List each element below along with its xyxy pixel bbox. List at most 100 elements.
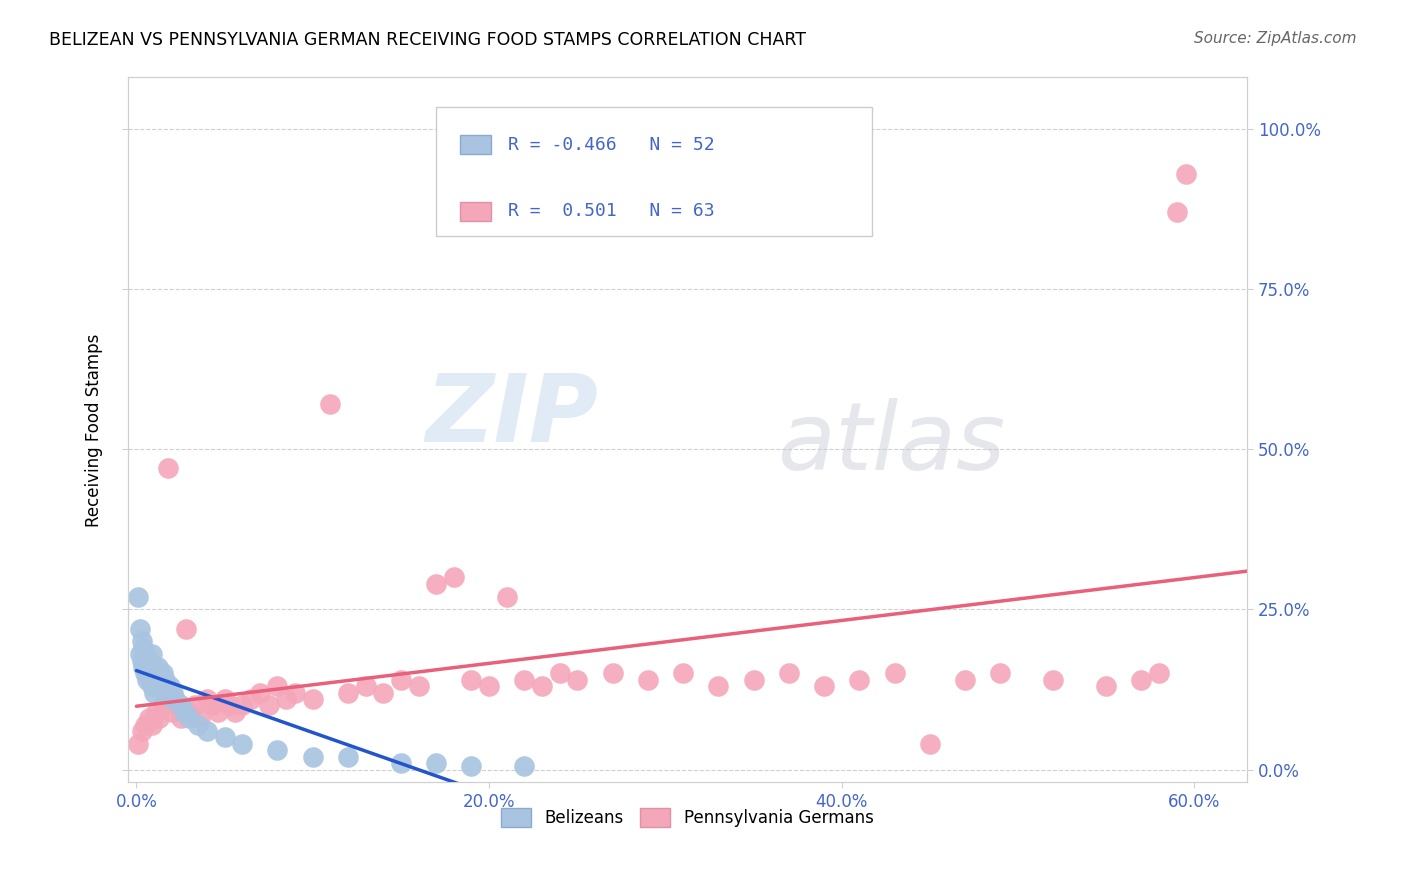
Point: [257, 698, 280, 713]
Point: [143, 685, 166, 699]
Point: [152, 679, 174, 693]
Point: [266, 679, 288, 693]
Point: [129, 647, 152, 661]
Point: [136, 673, 159, 687]
Point: [129, 622, 152, 636]
Point: [301, 692, 323, 706]
Point: [231, 737, 253, 751]
Point: [214, 692, 236, 706]
Point: [224, 705, 246, 719]
Point: [145, 705, 167, 719]
Point: [152, 666, 174, 681]
Point: [173, 705, 195, 719]
Point: [425, 576, 447, 591]
Point: [143, 660, 166, 674]
Point: [162, 685, 184, 699]
Point: [408, 679, 430, 693]
Point: [460, 673, 482, 687]
Point: [478, 679, 501, 693]
Point: [1147, 666, 1170, 681]
Point: [139, 673, 162, 687]
Point: [266, 743, 288, 757]
Point: [195, 692, 218, 706]
Text: atlas: atlas: [778, 399, 1005, 490]
Point: [153, 673, 176, 687]
Point: [1042, 673, 1064, 687]
Point: [131, 634, 153, 648]
Point: [150, 673, 173, 687]
Text: BELIZEAN VS PENNSYLVANIA GERMAN RECEIVING FOOD STAMPS CORRELATION CHART: BELIZEAN VS PENNSYLVANIA GERMAN RECEIVIN…: [49, 31, 806, 49]
Point: [990, 666, 1012, 681]
Point: [141, 647, 163, 661]
Point: [138, 711, 160, 725]
Point: [139, 660, 162, 674]
Point: [141, 717, 163, 731]
Point: [138, 654, 160, 668]
Point: [141, 679, 163, 693]
Point: [138, 666, 160, 681]
Point: [157, 461, 180, 475]
Text: ZIP: ZIP: [425, 370, 598, 462]
Point: [240, 692, 263, 706]
Point: [160, 692, 183, 706]
Point: [159, 679, 181, 693]
Point: [214, 731, 236, 745]
Point: [127, 737, 149, 751]
Point: [132, 640, 155, 655]
Point: [319, 397, 342, 411]
Point: [530, 679, 553, 693]
Point: [953, 673, 976, 687]
Point: [918, 737, 941, 751]
Point: [134, 647, 156, 661]
Point: [187, 717, 209, 731]
Point: [848, 673, 870, 687]
Point: [1130, 673, 1153, 687]
Point: [813, 679, 835, 693]
Point: [389, 756, 412, 771]
Point: [1095, 679, 1118, 693]
Point: [165, 692, 187, 706]
Point: [513, 673, 536, 687]
Text: R = -0.466   N = 52: R = -0.466 N = 52: [508, 136, 714, 153]
Point: [284, 685, 307, 699]
Point: [145, 679, 167, 693]
Y-axis label: Receiving Food Stamps: Receiving Food Stamps: [86, 334, 103, 526]
Point: [1174, 167, 1197, 181]
Point: [460, 759, 482, 773]
Point: [218, 698, 240, 713]
Point: [157, 685, 180, 699]
Point: [174, 622, 197, 636]
Point: [155, 679, 177, 693]
Point: [443, 570, 465, 584]
Point: [165, 698, 187, 713]
Point: [148, 679, 170, 693]
Point: [567, 673, 589, 687]
Point: [389, 673, 412, 687]
Point: [131, 724, 153, 739]
Point: [231, 698, 253, 713]
Point: [134, 666, 156, 681]
Point: [637, 673, 659, 687]
Point: [179, 705, 201, 719]
Point: [183, 698, 205, 713]
Point: [127, 590, 149, 604]
Point: [883, 666, 905, 681]
Point: [136, 660, 159, 674]
Point: [207, 705, 229, 719]
Point: [742, 673, 765, 687]
Point: [373, 685, 395, 699]
Point: [602, 666, 624, 681]
Point: [778, 666, 800, 681]
Point: [145, 666, 167, 681]
Point: [160, 705, 183, 719]
Point: [131, 654, 153, 668]
Point: [152, 698, 174, 713]
Point: [169, 711, 191, 725]
Point: [201, 698, 224, 713]
Point: [179, 711, 201, 725]
Legend: Belizeans, Pennsylvania Germans: Belizeans, Pennsylvania Germans: [495, 801, 880, 834]
Point: [337, 749, 360, 764]
Point: [143, 666, 166, 681]
Point: [195, 724, 218, 739]
Text: Source: ZipAtlas.com: Source: ZipAtlas.com: [1194, 31, 1357, 46]
